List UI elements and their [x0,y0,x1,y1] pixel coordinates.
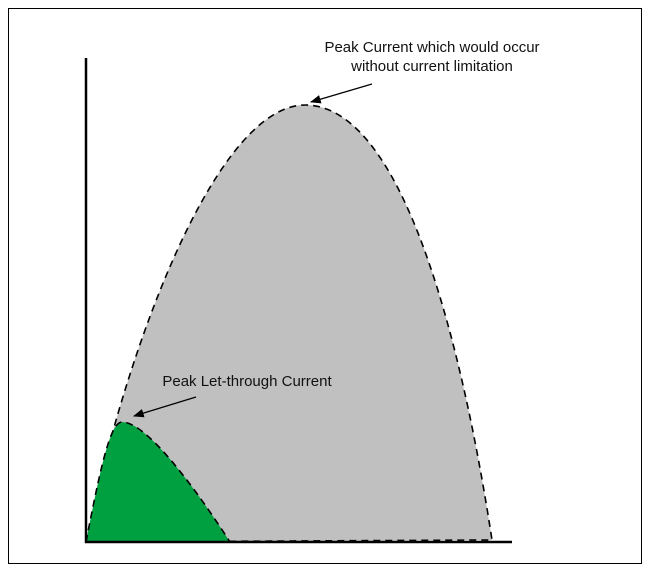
label: Peak Current which would occur [324,39,539,56]
label: Peak Let-through Current [162,373,332,390]
prospective-current-area [85,104,493,543]
arrow [132,396,197,418]
let-through-current-area [85,421,232,543]
arrow [309,83,373,104]
label: without current limitation [350,58,513,75]
